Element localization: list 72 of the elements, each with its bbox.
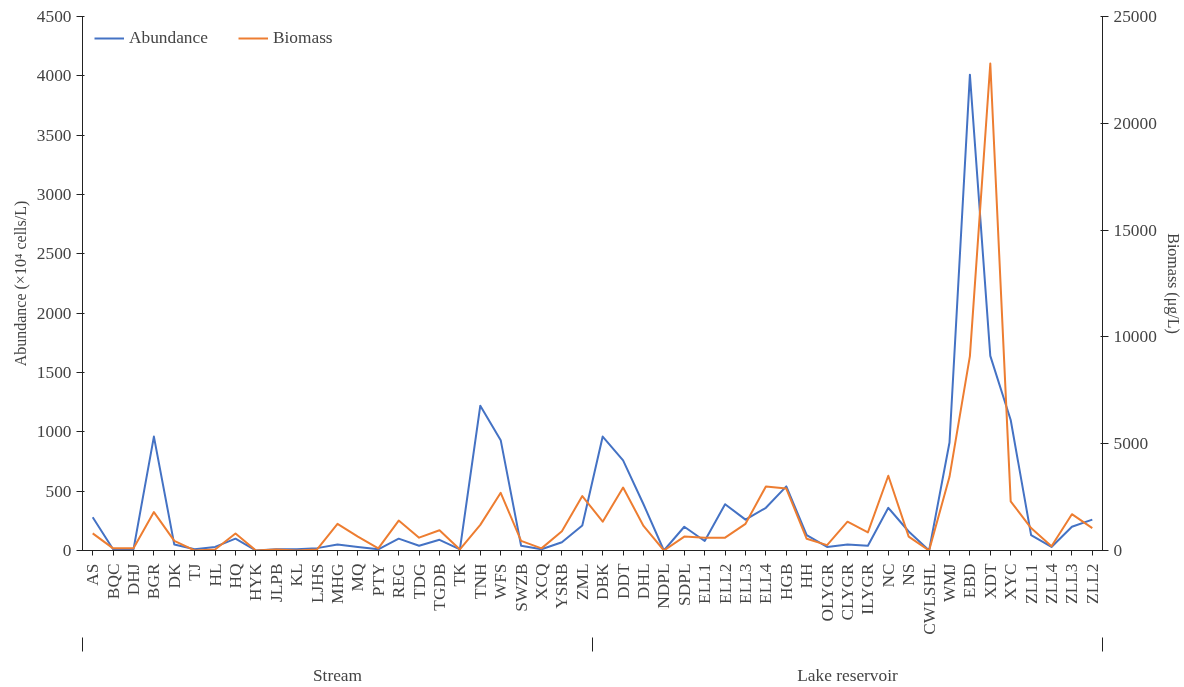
x-tick-label: ZML <box>572 563 592 601</box>
x-tick-label: TK <box>450 563 470 587</box>
x-tick-label: SDPL <box>674 563 694 606</box>
x-tick-label: WFS <box>491 563 511 600</box>
x-tick-label: CWLSHL <box>919 563 939 635</box>
x-tick-label: HYK <box>246 563 266 602</box>
x-tick-label: ZLL1 <box>1021 563 1041 604</box>
legend-label: Abundance <box>129 28 208 48</box>
y-tick-label: 2000 <box>36 303 72 323</box>
x-tick-label: NDPL <box>654 563 674 609</box>
x-tick-label: TGDB <box>430 563 449 611</box>
y2-tick-label: 20000 <box>1113 113 1157 133</box>
y-tick-label: 4000 <box>36 66 72 86</box>
y-tick-label: 4500 <box>36 7 72 26</box>
x-tick-label: TJ <box>185 563 205 581</box>
x-tick-label: ELL2 <box>715 563 735 604</box>
x-tick-label: ELL1 <box>695 563 715 604</box>
x-tick-label: NC <box>878 563 898 588</box>
x-tick-label: XYC <box>1001 563 1021 601</box>
y2-tick-label: 5000 <box>1113 434 1149 454</box>
x-tick-label: EBD <box>960 563 980 599</box>
x-tick-label: LJHS <box>307 563 327 603</box>
x-tick-label: HGB <box>776 563 796 601</box>
x-tick-label: ELL3 <box>736 563 755 604</box>
x-tick-label: OLYGR <box>817 563 837 622</box>
x-tick-label: MQ <box>348 563 368 592</box>
y-axis-title: Abundance (×10⁴ cells/L) <box>11 200 30 367</box>
x-tick-label: JLPB <box>266 563 286 603</box>
y2-tick-label: 25000 <box>1113 7 1157 26</box>
y-tick-label: 0 <box>62 541 72 560</box>
x-tick-label: MHG <box>328 563 347 604</box>
x-tick-label: ILYGR <box>858 563 878 615</box>
x-tick-label: ZLL2 <box>1082 563 1102 604</box>
x-tick-label: DHL <box>634 563 653 600</box>
y2-axis-title: Biomass (μg/L) <box>1163 233 1182 334</box>
x-tick-label: BQC <box>103 563 123 600</box>
x-tick-label: TDG <box>409 563 429 600</box>
x-tick-label: REG <box>389 563 409 599</box>
y-tick-label: 3000 <box>36 185 72 204</box>
y2-tick-label: 10000 <box>1113 327 1157 347</box>
x-tick-label: HL <box>205 563 225 587</box>
text: Lake reservoir <box>797 665 898 685</box>
x-tick-label: XDT <box>980 563 1000 600</box>
legend-label: Biomass <box>272 28 333 48</box>
x-tick-label: WMJ <box>940 563 959 603</box>
y2-tick-label: 0 <box>1113 541 1123 560</box>
x-tick-label: DBK <box>593 563 613 601</box>
x-tick-label: KL <box>287 563 307 587</box>
x-tick-label: ELL4 <box>756 563 776 604</box>
x-tick-label: BGR <box>144 563 164 600</box>
y-tick-label: 1500 <box>36 363 72 382</box>
y-tick-label: 1000 <box>36 422 72 442</box>
y-tick-label: 2500 <box>36 244 72 264</box>
x-tick-label: HQ <box>226 563 245 589</box>
x-tick-label: PTY <box>368 563 388 597</box>
y-tick-label: 500 <box>45 481 72 501</box>
y-tick-label: 3500 <box>36 125 72 145</box>
x-tick-label: HH <box>797 563 817 589</box>
x-tick-label: ZLL4 <box>1042 563 1061 604</box>
x-tick-label: ZLL3 <box>1062 563 1082 604</box>
x-tick-label: NS <box>899 563 919 586</box>
x-tick-label: DHJ <box>124 563 143 596</box>
x-tick-label: DK <box>164 563 184 589</box>
x-tick-label: YSRB <box>552 563 572 609</box>
text: Stream <box>312 665 363 685</box>
x-tick-label: XCQ <box>532 563 551 601</box>
x-tick-label: CLYGR <box>838 563 857 621</box>
x-tick-label: TNH <box>470 563 490 600</box>
x-tick-label: AS <box>83 563 103 586</box>
x-tick-label: DDT <box>613 563 633 600</box>
x-tick-label: SWZB <box>511 563 531 612</box>
y2-tick-label: 15000 <box>1113 220 1157 240</box>
